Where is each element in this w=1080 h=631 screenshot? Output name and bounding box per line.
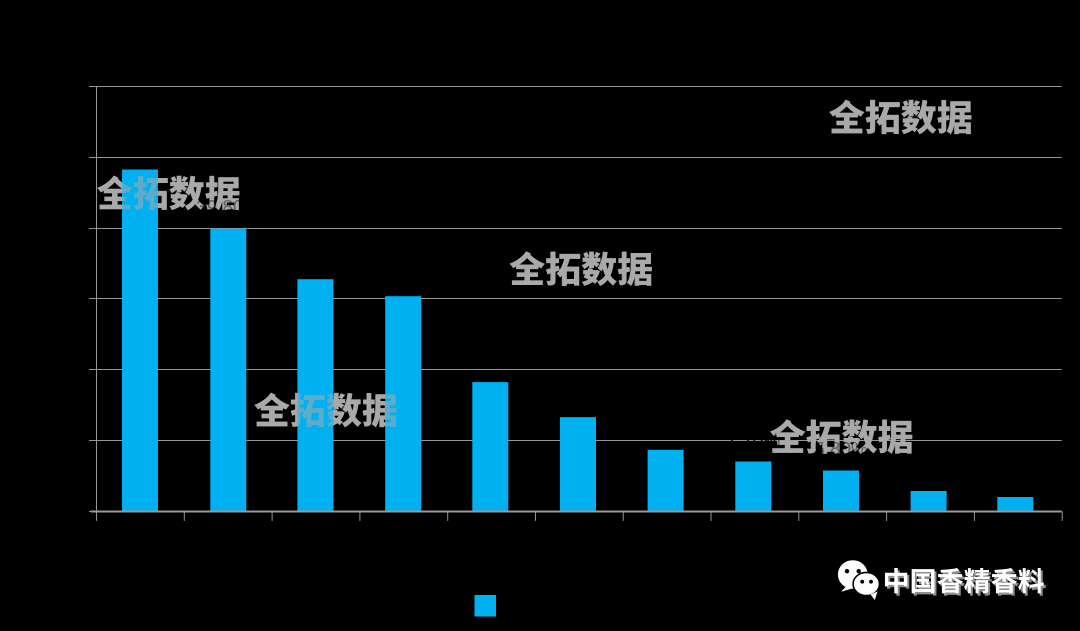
svg-text:2.10%: 2.10% bbox=[988, 466, 1042, 487]
svg-text:30.40%: 30.40% bbox=[371, 265, 436, 286]
svg-text:32.80%: 32.80% bbox=[283, 248, 348, 269]
svg-text:2.90%: 2.90% bbox=[902, 460, 956, 481]
svg-text:8.70%: 8.70% bbox=[639, 419, 693, 440]
svg-text:7.10%: 7.10% bbox=[726, 431, 780, 452]
svg-text:18.30%: 18.30% bbox=[458, 351, 523, 372]
svg-text:13.30%: 13.30% bbox=[546, 386, 611, 407]
svg-text:48.30%: 48.30% bbox=[108, 139, 173, 160]
